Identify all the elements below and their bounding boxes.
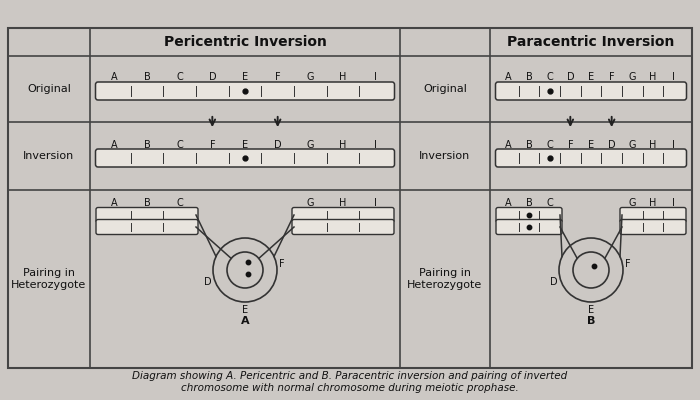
Text: Inversion: Inversion — [23, 151, 75, 161]
Text: I: I — [374, 198, 377, 208]
FancyBboxPatch shape — [96, 208, 198, 222]
Text: G: G — [307, 140, 314, 150]
Text: G: G — [629, 72, 636, 82]
Text: Pairing in
Heterozygote: Pairing in Heterozygote — [407, 268, 482, 290]
Text: B: B — [587, 316, 595, 326]
Text: I: I — [672, 72, 675, 82]
Text: I: I — [672, 140, 675, 150]
Text: A: A — [505, 72, 512, 82]
Text: G: G — [629, 140, 636, 150]
Text: E: E — [242, 72, 248, 82]
Text: I: I — [374, 72, 377, 82]
Text: B: B — [526, 72, 533, 82]
Text: F: F — [609, 72, 615, 82]
Text: B: B — [144, 140, 150, 150]
FancyBboxPatch shape — [96, 220, 198, 234]
Text: B: B — [526, 140, 533, 150]
FancyBboxPatch shape — [292, 208, 394, 222]
Text: E: E — [588, 72, 594, 82]
Text: H: H — [650, 198, 657, 208]
FancyBboxPatch shape — [292, 220, 394, 234]
Text: E: E — [242, 305, 248, 315]
FancyBboxPatch shape — [95, 82, 395, 100]
Text: E: E — [588, 305, 594, 315]
Text: D: D — [566, 72, 574, 82]
FancyBboxPatch shape — [620, 208, 686, 222]
Text: Pericentric Inversion: Pericentric Inversion — [164, 35, 326, 49]
Text: D: D — [608, 140, 615, 150]
Text: E: E — [242, 140, 248, 150]
Text: G: G — [629, 198, 636, 208]
Text: A: A — [241, 316, 249, 326]
Text: F: F — [625, 259, 631, 269]
Text: I: I — [374, 140, 377, 150]
Text: D: D — [274, 140, 281, 150]
Text: Original: Original — [423, 84, 467, 94]
Text: H: H — [340, 198, 346, 208]
Text: Pairing in
Heterozygote: Pairing in Heterozygote — [11, 268, 87, 290]
Text: C: C — [176, 140, 183, 150]
Text: C: C — [546, 198, 553, 208]
Text: Inversion: Inversion — [419, 151, 470, 161]
Text: G: G — [307, 198, 314, 208]
Text: B: B — [144, 72, 150, 82]
Text: C: C — [176, 72, 183, 82]
Text: B: B — [526, 198, 533, 208]
Text: D: D — [204, 277, 212, 287]
Text: F: F — [279, 259, 285, 269]
Text: E: E — [588, 140, 594, 150]
FancyBboxPatch shape — [496, 220, 562, 234]
Text: A: A — [505, 198, 512, 208]
Text: I: I — [672, 198, 675, 208]
Text: A: A — [111, 198, 118, 208]
FancyBboxPatch shape — [496, 82, 687, 100]
FancyBboxPatch shape — [620, 220, 686, 234]
Text: A: A — [111, 140, 118, 150]
Text: Original: Original — [27, 84, 71, 94]
Text: Diagram showing A. Pericentric and B. Paracentric inversion and pairing of inver: Diagram showing A. Pericentric and B. Pa… — [132, 371, 568, 393]
FancyBboxPatch shape — [95, 149, 395, 167]
FancyBboxPatch shape — [8, 28, 692, 368]
Text: A: A — [111, 72, 118, 82]
Text: Paracentric Inversion: Paracentric Inversion — [508, 35, 675, 49]
Text: C: C — [546, 140, 553, 150]
Text: H: H — [650, 140, 657, 150]
Text: F: F — [275, 72, 281, 82]
Text: H: H — [650, 72, 657, 82]
Text: H: H — [340, 72, 346, 82]
FancyBboxPatch shape — [496, 149, 687, 167]
Text: F: F — [568, 140, 573, 150]
Text: D: D — [209, 72, 216, 82]
Text: H: H — [340, 140, 346, 150]
Text: D: D — [550, 277, 558, 287]
FancyBboxPatch shape — [496, 208, 562, 222]
Text: F: F — [209, 140, 215, 150]
Text: C: C — [176, 198, 183, 208]
Text: G: G — [307, 72, 314, 82]
Text: A: A — [505, 140, 512, 150]
Text: B: B — [144, 198, 150, 208]
Text: C: C — [546, 72, 553, 82]
